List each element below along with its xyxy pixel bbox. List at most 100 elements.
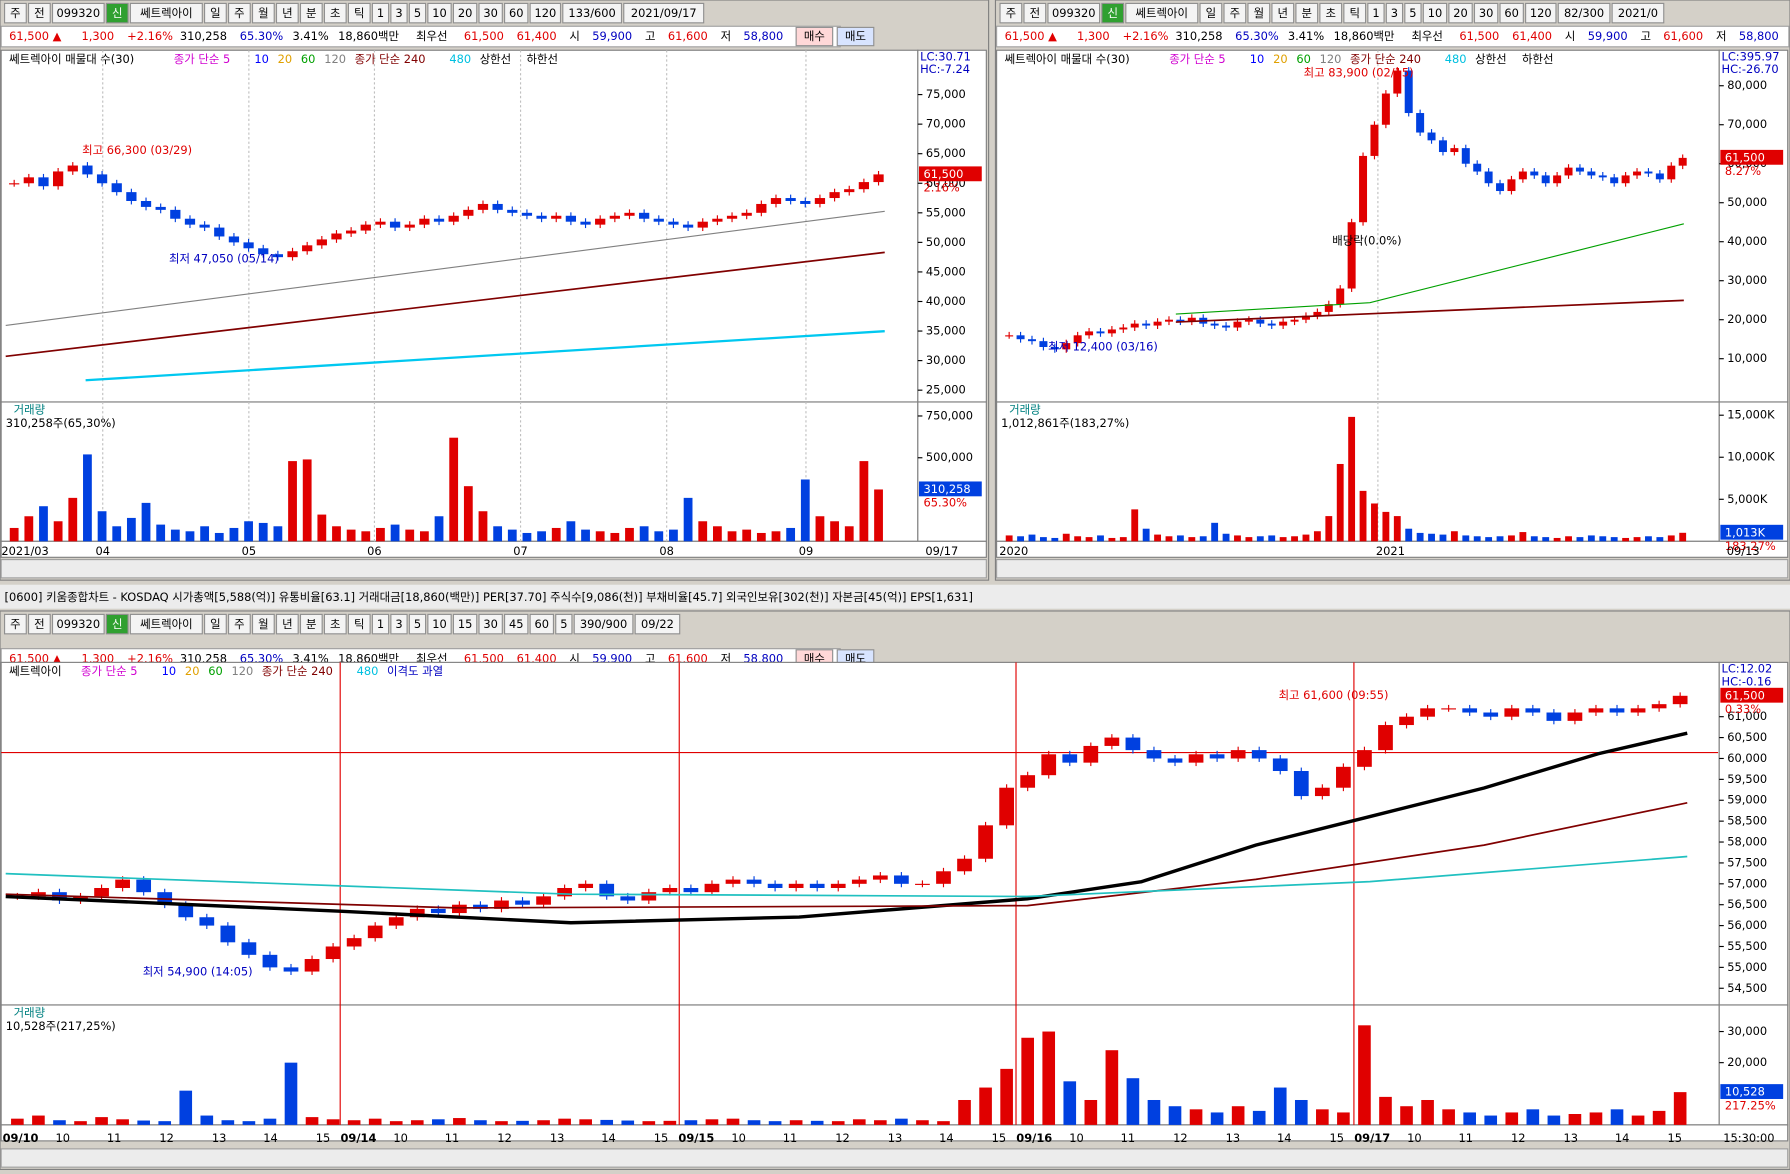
toolbar-button[interactable] <box>27 2 51 24</box>
toolbar-button[interactable] <box>555 613 573 635</box>
toolbar-button[interactable] <box>1125 2 1199 24</box>
toolbar-label[interactable]: 신 <box>112 617 122 631</box>
toolbar-button[interactable] <box>347 2 371 24</box>
toolbar-label[interactable]: 20 <box>458 6 473 20</box>
toolbar-button[interactable] <box>204 613 227 635</box>
toolbar-label[interactable]: 초 <box>330 6 340 20</box>
toolbar-label[interactable]: 쎄트렉아이 <box>140 6 192 20</box>
toolbar-button[interactable] <box>1199 2 1223 24</box>
toolbar-button[interactable] <box>1319 2 1343 24</box>
toolbar-button[interactable] <box>129 2 203 24</box>
toolbar-label[interactable]: 30 <box>1479 6 1494 20</box>
toolbar-label[interactable]: 30 <box>483 617 498 631</box>
toolbar-button[interactable] <box>452 613 478 635</box>
toolbar-label[interactable]: 틱 <box>354 617 364 631</box>
toolbar-label[interactable]: 주 <box>1006 6 1016 20</box>
toolbar-label[interactable]: 10 <box>432 6 447 20</box>
toolbar-button[interactable] <box>408 613 427 635</box>
toolbar-button[interactable] <box>1343 2 1367 24</box>
toolbar-label[interactable]: 전 <box>34 617 44 631</box>
toolbar-button[interactable] <box>1295 2 1319 24</box>
toolbar-label[interactable]: 월 <box>1254 6 1264 20</box>
toolbar-button[interactable] <box>227 613 251 635</box>
toolbar-button[interactable] <box>504 613 529 635</box>
toolbar-button[interactable] <box>1422 2 1448 24</box>
toolbar-label[interactable]: 099320 <box>57 617 101 631</box>
toolbar-label[interactable]: 82/300 <box>1564 6 1604 20</box>
toolbar-button[interactable] <box>634 613 681 635</box>
toolbar-button[interactable] <box>1557 2 1611 24</box>
toolbar-label[interactable]: 틱 <box>1349 6 1359 20</box>
toolbar-label[interactable]: 30 <box>483 6 498 20</box>
toolbar-label[interactable]: 5 <box>1409 6 1416 20</box>
toolbar-label[interactable]: 2021/0 <box>1618 6 1658 20</box>
toolbar-label[interactable]: 쎄트렉아이 <box>140 617 192 631</box>
toolbar-label[interactable]: 60 <box>509 6 524 20</box>
toolbar-label[interactable]: 120 <box>1530 6 1552 20</box>
toolbar-label[interactable]: 신 <box>1107 6 1117 20</box>
toolbar-button[interactable] <box>51 613 105 635</box>
toolbar-button[interactable] <box>390 613 408 635</box>
toolbar-button[interactable] <box>105 2 129 24</box>
toolbar-button[interactable] <box>3 613 27 635</box>
toolbar-label[interactable]: 15 <box>458 617 473 631</box>
toolbar-label[interactable]: 주 <box>234 6 244 20</box>
toolbar-button[interactable] <box>1047 2 1101 24</box>
toolbar-button[interactable] <box>1101 2 1125 24</box>
toolbar-button[interactable] <box>275 2 299 24</box>
toolbar-button[interactable] <box>390 2 408 24</box>
toolbar-label[interactable]: 120 <box>534 6 556 20</box>
trade-button-label[interactable]: 매수 <box>804 29 825 43</box>
toolbar-label[interactable]: 390/900 <box>580 617 627 631</box>
toolbar-button[interactable] <box>227 2 251 24</box>
toolbar-button[interactable] <box>299 613 323 635</box>
toolbar-label[interactable]: 분 <box>306 617 316 631</box>
toolbar-button[interactable] <box>1223 2 1247 24</box>
toolbar-button[interactable] <box>129 613 203 635</box>
toolbar-label[interactable]: 45 <box>509 617 524 631</box>
toolbar-label[interactable]: 쎄트렉아이 <box>1136 6 1188 20</box>
toolbar-label[interactable]: 1 <box>1372 6 1379 20</box>
toolbar-button[interactable] <box>1271 2 1295 24</box>
toolbar-label[interactable]: 전 <box>1030 6 1040 20</box>
toolbar-button[interactable] <box>251 613 275 635</box>
toolbar-label[interactable]: 월 <box>258 6 268 20</box>
toolbar-button[interactable] <box>323 2 347 24</box>
toolbar-label[interactable]: 초 <box>1325 6 1335 20</box>
toolbar-label[interactable]: 3 <box>395 617 402 631</box>
trade-button-label[interactable]: 매도 <box>845 29 866 43</box>
toolbar-label[interactable]: 전 <box>34 6 44 20</box>
toolbar-label[interactable]: 년 <box>282 617 292 631</box>
toolbar-button[interactable] <box>371 613 390 635</box>
toolbar-button[interactable] <box>408 2 427 24</box>
toolbar-button[interactable] <box>562 2 623 24</box>
toolbar-label[interactable]: 주 <box>10 6 20 20</box>
toolbar-button[interactable] <box>623 2 705 24</box>
toolbar-button[interactable] <box>1499 2 1524 24</box>
toolbar-button[interactable] <box>478 613 503 635</box>
toolbar-button[interactable] <box>1385 2 1404 24</box>
toolbar-button[interactable] <box>1023 2 1047 24</box>
toolbar-label[interactable]: 099320 <box>1052 6 1096 20</box>
scroll-bar[interactable] <box>0 559 987 579</box>
toolbar-label[interactable]: 09/22 <box>641 617 674 631</box>
toolbar-button[interactable] <box>1247 2 1271 24</box>
toolbar-button[interactable] <box>1404 2 1422 24</box>
toolbar-label[interactable]: 60 <box>535 617 550 631</box>
toolbar-label[interactable]: 20 <box>1453 6 1468 20</box>
toolbar-button[interactable] <box>299 2 323 24</box>
trade-button[interactable] <box>836 26 875 47</box>
trade-button[interactable] <box>795 26 834 47</box>
toolbar-button[interactable] <box>427 2 452 24</box>
toolbar-label[interactable]: 099320 <box>57 6 101 20</box>
toolbar-button[interactable] <box>452 2 478 24</box>
toolbar-label[interactable]: 신 <box>112 6 122 20</box>
toolbar-button[interactable] <box>999 2 1023 24</box>
toolbar-button[interactable] <box>347 613 371 635</box>
toolbar-button[interactable] <box>3 2 27 24</box>
toolbar-label[interactable]: 60 <box>1504 6 1519 20</box>
toolbar-label[interactable]: 133/600 <box>568 6 615 20</box>
toolbar-label[interactable]: 분 <box>306 6 316 20</box>
toolbar-label[interactable]: 초 <box>330 617 340 631</box>
toolbar-label[interactable]: 주 <box>1230 6 1240 20</box>
